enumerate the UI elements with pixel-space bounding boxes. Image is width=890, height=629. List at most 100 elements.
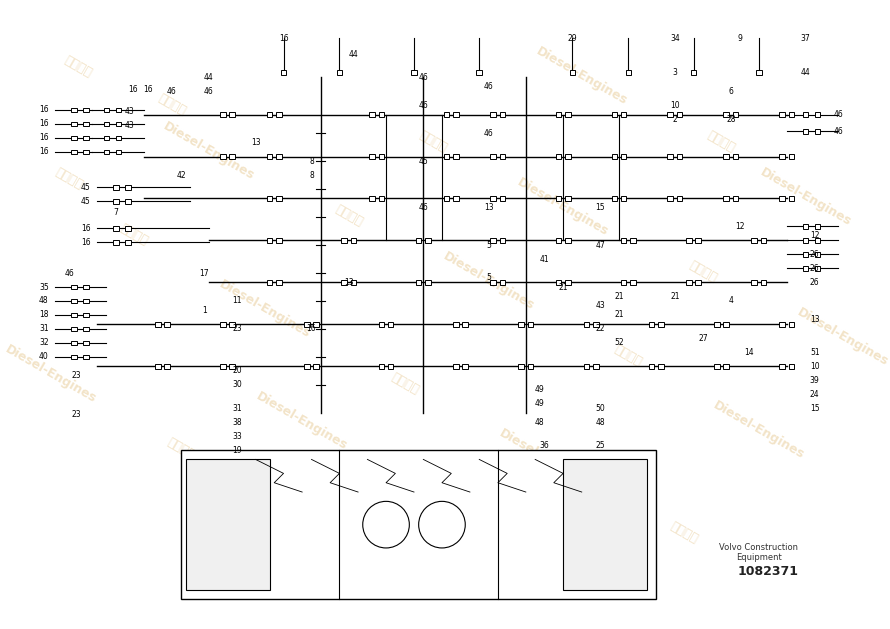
Text: Diesel-Engines: Diesel-Engines (441, 250, 537, 313)
Bar (676, 196, 683, 201)
Bar (71, 340, 77, 345)
Text: 46: 46 (418, 73, 428, 82)
Bar (649, 364, 654, 369)
Bar (83, 340, 89, 345)
Bar (803, 238, 808, 243)
Bar (83, 136, 89, 140)
Text: 42: 42 (176, 170, 186, 180)
Text: 11: 11 (232, 296, 242, 306)
Bar (756, 70, 762, 75)
Text: 7: 7 (113, 208, 118, 217)
Text: 37: 37 (800, 34, 810, 43)
Bar (668, 196, 673, 201)
Bar (732, 196, 739, 201)
Bar (165, 364, 170, 369)
Bar (659, 322, 664, 326)
Bar (555, 280, 562, 285)
Text: 21: 21 (614, 311, 624, 320)
Bar (668, 112, 673, 117)
Text: 紫发动力: 紫发动力 (668, 520, 700, 546)
Bar (220, 154, 226, 159)
Bar (584, 322, 589, 326)
Text: Diesel-Engines: Diesel-Engines (515, 175, 611, 238)
Bar (416, 280, 422, 285)
Bar (155, 364, 160, 369)
Bar (649, 322, 654, 326)
Bar (71, 326, 77, 331)
Bar (695, 238, 701, 243)
Bar (621, 238, 627, 243)
Text: 紫发动力: 紫发动力 (165, 436, 198, 462)
Bar (630, 280, 635, 285)
Bar (789, 196, 794, 201)
Bar (378, 322, 384, 326)
Bar (751, 280, 757, 285)
Text: 51: 51 (810, 348, 820, 357)
Text: 15: 15 (810, 404, 820, 413)
Bar (83, 313, 89, 317)
Text: 48: 48 (595, 418, 605, 426)
Text: 14: 14 (745, 348, 755, 357)
Bar (555, 238, 562, 243)
Bar (304, 364, 310, 369)
Bar (814, 224, 821, 229)
Text: 29: 29 (568, 34, 578, 43)
Bar (411, 70, 417, 75)
Text: 38: 38 (232, 418, 242, 426)
Bar (490, 238, 496, 243)
Bar (593, 322, 599, 326)
Bar (814, 252, 821, 257)
Text: 23: 23 (72, 371, 82, 380)
Text: 紫发动力: 紫发动力 (417, 128, 449, 155)
Bar (453, 154, 458, 159)
Text: 2: 2 (673, 114, 677, 124)
Text: 31: 31 (39, 325, 49, 333)
Text: 16: 16 (39, 120, 49, 128)
Bar (555, 112, 562, 117)
Text: 45: 45 (418, 157, 428, 165)
Bar (490, 154, 496, 159)
Text: 13: 13 (344, 278, 353, 287)
Bar (267, 280, 272, 285)
Text: 紫发动力: 紫发动力 (705, 128, 738, 155)
Bar (789, 322, 794, 326)
Bar (425, 280, 431, 285)
Bar (186, 459, 270, 590)
Text: 43: 43 (595, 301, 605, 310)
Text: 33: 33 (232, 431, 242, 441)
Bar (676, 112, 683, 117)
Text: 25: 25 (595, 441, 605, 450)
Text: Volvo Construction
Equipment: Volvo Construction Equipment (719, 543, 798, 562)
Text: 6: 6 (728, 87, 733, 96)
Bar (724, 322, 729, 326)
Bar (611, 112, 617, 117)
Text: 46: 46 (483, 82, 493, 91)
Bar (230, 322, 235, 326)
Bar (378, 154, 384, 159)
Bar (181, 450, 656, 599)
Text: 5: 5 (486, 273, 491, 282)
Bar (83, 108, 89, 112)
Text: 46: 46 (833, 110, 843, 119)
Bar (453, 196, 458, 201)
Text: 10: 10 (670, 101, 680, 110)
Bar (83, 326, 89, 331)
Bar (453, 364, 458, 369)
Bar (789, 112, 794, 117)
Bar (103, 121, 109, 126)
Bar (803, 112, 808, 117)
Text: 46: 46 (483, 129, 493, 138)
Bar (500, 154, 506, 159)
Text: Diesel-Engines: Diesel-Engines (273, 493, 368, 555)
Text: 17: 17 (199, 269, 209, 277)
Text: 21: 21 (614, 292, 624, 301)
Bar (611, 196, 617, 201)
Bar (280, 70, 287, 75)
Bar (630, 238, 635, 243)
Bar (267, 196, 272, 201)
Bar (803, 224, 808, 229)
Bar (695, 280, 701, 285)
Bar (714, 322, 720, 326)
Bar (528, 364, 533, 369)
Text: 46: 46 (166, 87, 176, 96)
